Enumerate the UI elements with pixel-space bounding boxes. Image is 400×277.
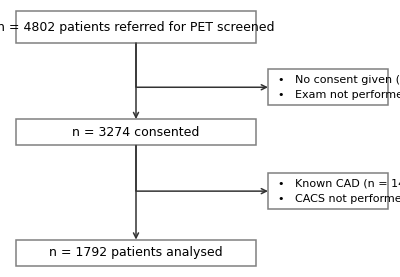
Text: n = 4802 patients referred for PET screened: n = 4802 patients referred for PET scree… xyxy=(0,20,275,34)
FancyBboxPatch shape xyxy=(16,11,256,43)
FancyBboxPatch shape xyxy=(268,173,388,209)
Text: •   No consent given (n = 1518)
•   Exam not performed (n = 10): • No consent given (n = 1518) • Exam not… xyxy=(278,75,400,100)
Text: n = 1792 patients analysed: n = 1792 patients analysed xyxy=(49,246,223,259)
FancyBboxPatch shape xyxy=(16,240,256,266)
Text: •   Known CAD (n = 1468)
•   CACS not performed (n = 14): • Known CAD (n = 1468) • CACS not perfor… xyxy=(278,179,400,204)
FancyBboxPatch shape xyxy=(16,119,256,145)
FancyBboxPatch shape xyxy=(268,69,388,105)
Text: n = 3274 consented: n = 3274 consented xyxy=(72,126,200,139)
